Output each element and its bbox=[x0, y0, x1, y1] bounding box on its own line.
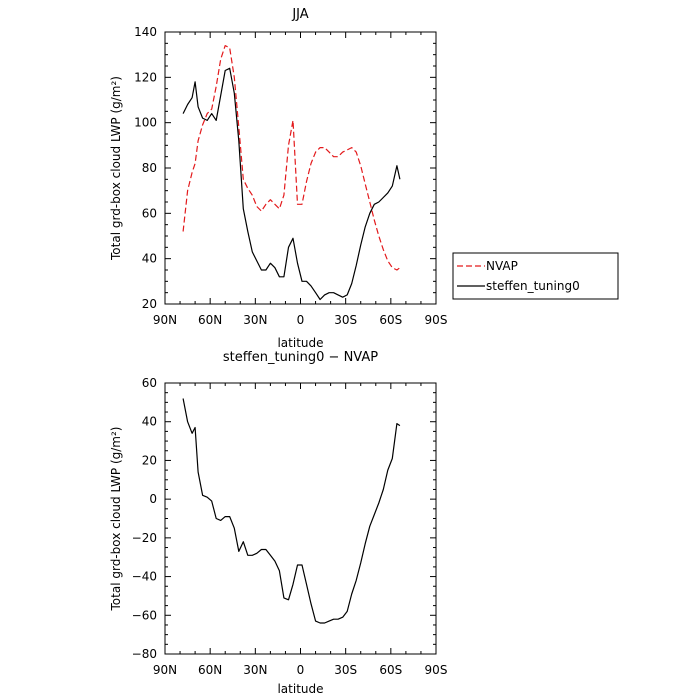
x-tick-label: 90S bbox=[425, 663, 448, 677]
y-tick-label: 120 bbox=[134, 70, 157, 84]
y-tick-label: 20 bbox=[142, 453, 157, 467]
legend-box bbox=[452, 252, 619, 300]
x-tick-label: 30S bbox=[334, 663, 357, 677]
legend: NVAP steffen_tuning0 bbox=[452, 252, 619, 300]
x-tick-label: 30N bbox=[243, 663, 267, 677]
y-tick-label: −60 bbox=[132, 608, 157, 622]
legend-label: NVAP bbox=[486, 259, 518, 273]
y-tick-label: −40 bbox=[132, 570, 157, 584]
panel-title: steffen_tuning0 − NVAP bbox=[223, 350, 378, 365]
y-tick-label: 40 bbox=[142, 252, 157, 266]
y-tick-label: 100 bbox=[134, 116, 157, 130]
x-axis-title: latitude bbox=[277, 682, 323, 696]
x-tick-label: 90N bbox=[153, 313, 177, 327]
x-tick-label: 0 bbox=[297, 313, 305, 327]
series-line-steffen-tuning0 bbox=[182, 67, 401, 301]
panel-title: JJA bbox=[291, 7, 308, 22]
plot-frame bbox=[164, 31, 437, 305]
y-tick-label: 60 bbox=[142, 206, 157, 220]
x-tick-label: 60N bbox=[198, 313, 222, 327]
plot-frame bbox=[164, 382, 437, 655]
y-tick-label: 0 bbox=[149, 492, 157, 506]
x-tick-label: 60S bbox=[379, 663, 402, 677]
x-tick-label: 60S bbox=[379, 313, 402, 327]
x-tick-label: 90S bbox=[425, 313, 448, 327]
y-tick-label: −80 bbox=[132, 647, 157, 661]
x-tick-label: 30S bbox=[334, 313, 357, 327]
y-tick-label: 60 bbox=[142, 376, 157, 390]
panel-bottom-difference: 90N 60N 30N 0 30S 60S 90S −80 −60 −40 −20 0 20 40 60 st… bbox=[109, 350, 447, 696]
x-tick-label: 30N bbox=[243, 313, 267, 327]
y-axis-title: Total grd-box cloud LWP (g/m²) bbox=[109, 427, 123, 612]
series-line-difference bbox=[182, 398, 401, 624]
x-tick-label: 60N bbox=[198, 663, 222, 677]
series-line-nvap bbox=[182, 44, 401, 271]
y-axis-title: Total grd-box cloud LWP (g/m²) bbox=[109, 76, 123, 261]
x-tick-label: 0 bbox=[297, 663, 305, 677]
y-tick-label: 40 bbox=[142, 415, 157, 429]
legend-label: steffen_tuning0 bbox=[486, 279, 580, 293]
y-tick-label: 20 bbox=[142, 297, 157, 311]
y-tick-label: 80 bbox=[142, 161, 157, 175]
panel-top-jja: 90N 60N 30N 0 30S 60S 90S 20 40 60 80 100 120 140 JJA T… bbox=[109, 7, 447, 350]
y-tick-label: −20 bbox=[132, 531, 157, 545]
y-tick-label: 140 bbox=[134, 25, 157, 39]
x-axis-title: latitude bbox=[277, 336, 323, 350]
x-tick-label: 90N bbox=[153, 663, 177, 677]
